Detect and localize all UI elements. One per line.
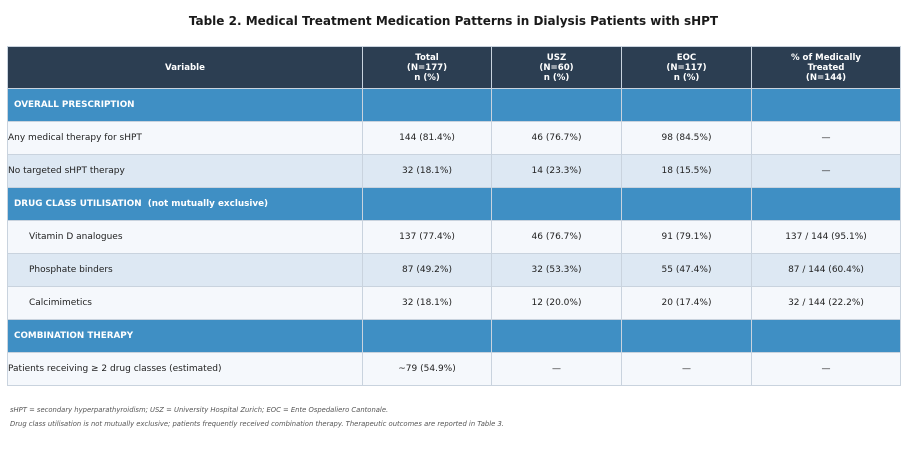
cell-eoc: 20 (17.4%): [621, 286, 752, 320]
row-label: Calcimimetics: [7, 286, 363, 320]
cell-pct: 137 / 144 (95.1%): [751, 220, 901, 254]
header-pct-treated: % of Medically Treated (N=144): [751, 46, 901, 89]
cell-usz: 14 (23.3%): [491, 154, 622, 188]
section-title: OVERALL PRESCRIPTION: [7, 88, 363, 122]
cell-total: 137 (77.4%): [362, 220, 492, 254]
table-row: Patients receiving ≥ 2 drug classes (est…: [7, 352, 901, 386]
cell-total: ~79 (54.9%): [362, 352, 492, 386]
cell-eoc: 55 (47.4%): [621, 253, 752, 287]
section-title: COMBINATION THERAPY: [7, 319, 363, 353]
cell-pct: 32 / 144 (22.2%): [751, 286, 901, 320]
cell-usz: 46 (76.7%): [491, 220, 622, 254]
table-row: Calcimimetics 32 (18.1%) 12 (20.0%) 20 (…: [7, 286, 901, 320]
footnote-abbreviations: sHPT = secondary hyperparathyroidism; US…: [10, 406, 389, 414]
cell-pct: 87 / 144 (60.4%): [751, 253, 901, 287]
cell-eoc: —: [621, 352, 752, 386]
cell-pct: —: [751, 154, 901, 188]
header-eoc: EOC (N=117) n (%): [621, 46, 752, 89]
cell-usz: 46 (76.7%): [491, 121, 622, 155]
footnote-utilisation: Drug class utilisation is not mutually e…: [10, 420, 504, 428]
row-label: Any medical therapy for sHPT: [7, 121, 363, 155]
cell-usz: 32 (53.3%): [491, 253, 622, 287]
cell-eoc: 98 (84.5%): [621, 121, 752, 155]
header-row: Variable Total (N=177) n (%) USZ (N=60) n (%…: [7, 46, 901, 89]
cell-total: 87 (49.2%): [362, 253, 492, 287]
cell-total: 144 (81.4%): [362, 121, 492, 155]
section-row-drug-class: DRUG CLASS UTILISATION (not mutually exc…: [7, 187, 901, 221]
cell-pct: —: [751, 352, 901, 386]
cell-eoc: 18 (15.5%): [621, 154, 752, 188]
cell-pct: —: [751, 121, 901, 155]
header-total: Total (N=177) n (%): [362, 46, 492, 89]
row-label: Phosphate binders: [7, 253, 363, 287]
cell-total: 32 (18.1%): [362, 154, 492, 188]
table-row: Any medical therapy for sHPT 144 (81.4%)…: [7, 121, 901, 155]
medication-table: Variable Total (N=177) n (%) USZ (N=60) n (%…: [7, 46, 901, 386]
table-row: No targeted sHPT therapy 32 (18.1%) 14 (…: [7, 154, 901, 188]
cell-usz: —: [491, 352, 622, 386]
cell-eoc: 91 (79.1%): [621, 220, 752, 254]
table-title: Table 2. Medical Treatment Medication Pa…: [188, 14, 719, 28]
row-label: Patients receiving ≥ 2 drug classes (est…: [7, 352, 363, 386]
header-variable: Variable: [7, 46, 363, 89]
footnotes: sHPT = secondary hyperparathyroidism; US…: [10, 403, 504, 431]
header-usz: USZ (N=60) n (%): [491, 46, 622, 89]
table-row: Phosphate binders 87 (49.2%) 32 (53.3%) …: [7, 253, 901, 287]
cell-total: 32 (18.1%): [362, 286, 492, 320]
section-row-overall-prescription: OVERALL PRESCRIPTION: [7, 88, 901, 122]
section-row-combination-therapy: COMBINATION THERAPY: [7, 319, 901, 353]
section-title: DRUG CLASS UTILISATION (not mutually exc…: [7, 187, 363, 221]
cell-usz: 12 (20.0%): [491, 286, 622, 320]
table-row: Vitamin D analogues 137 (77.4%) 46 (76.7…: [7, 220, 901, 254]
row-label: No targeted sHPT therapy: [7, 154, 363, 188]
row-label: Vitamin D analogues: [7, 220, 363, 254]
